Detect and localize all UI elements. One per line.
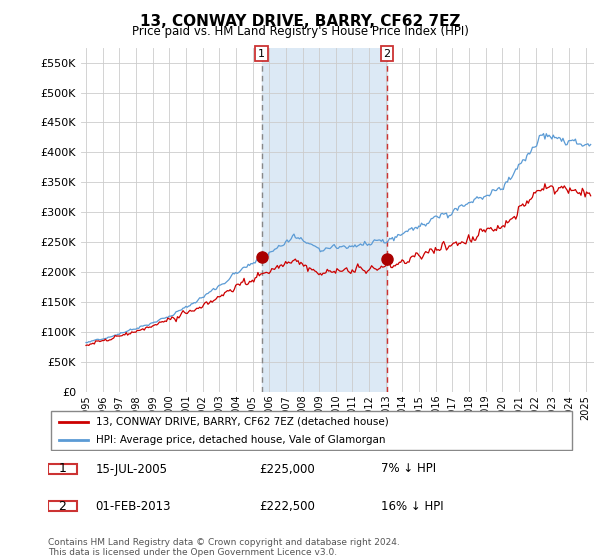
Text: 13, CONWAY DRIVE, BARRY, CF62 7EZ (detached house): 13, CONWAY DRIVE, BARRY, CF62 7EZ (detac… [95, 417, 388, 427]
Text: £225,000: £225,000 [259, 463, 315, 475]
Text: 7% ↓ HPI: 7% ↓ HPI [380, 463, 436, 475]
Text: 16% ↓ HPI: 16% ↓ HPI [380, 500, 443, 512]
Text: 1: 1 [58, 463, 66, 475]
Text: 1: 1 [258, 49, 265, 59]
Bar [48, 464, 77, 474]
FancyBboxPatch shape [50, 411, 572, 450]
Text: 13, CONWAY DRIVE, BARRY, CF62 7EZ: 13, CONWAY DRIVE, BARRY, CF62 7EZ [140, 14, 460, 29]
Text: HPI: Average price, detached house, Vale of Glamorgan: HPI: Average price, detached house, Vale… [95, 435, 385, 445]
Text: Price paid vs. HM Land Registry's House Price Index (HPI): Price paid vs. HM Land Registry's House … [131, 25, 469, 38]
Text: 2: 2 [383, 49, 391, 59]
Bar [262, 48, 387, 392]
Text: 2: 2 [58, 500, 66, 512]
Text: 15-JUL-2005: 15-JUL-2005 [95, 463, 167, 475]
Text: 01-FEB-2013: 01-FEB-2013 [95, 500, 171, 512]
Text: Contains HM Land Registry data © Crown copyright and database right 2024.
This d: Contains HM Land Registry data © Crown c… [48, 538, 400, 557]
Text: £222,500: £222,500 [259, 500, 315, 512]
Bar [48, 501, 77, 511]
